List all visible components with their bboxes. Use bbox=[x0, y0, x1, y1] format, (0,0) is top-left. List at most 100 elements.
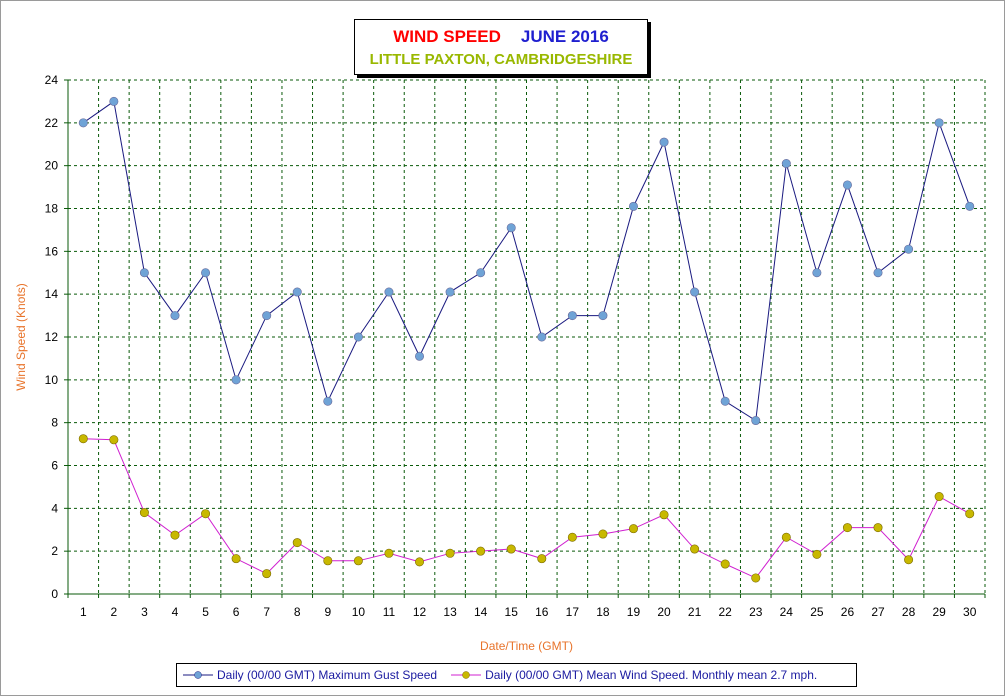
x-tick-label: 26 bbox=[841, 605, 855, 619]
x-tick-label: 5 bbox=[202, 605, 209, 619]
data-point-max-gust bbox=[873, 268, 883, 278]
x-tick-label: 17 bbox=[566, 605, 580, 619]
x-tick-label: 29 bbox=[932, 605, 946, 619]
data-point-max-gust bbox=[690, 287, 700, 297]
data-point-mean-wind bbox=[781, 532, 791, 542]
data-point-mean-wind bbox=[353, 556, 363, 566]
chart-title-line: WIND SPEED JUNE 2016 bbox=[355, 27, 647, 47]
y-tick-label: 22 bbox=[45, 116, 59, 130]
data-point-max-gust bbox=[231, 375, 241, 385]
legend-swatch-max-gust bbox=[183, 671, 213, 679]
data-point-mean-wind bbox=[690, 544, 700, 554]
x-tick-label: 11 bbox=[383, 605, 396, 619]
x-tick-label: 22 bbox=[719, 605, 733, 619]
data-point-max-gust bbox=[78, 118, 88, 128]
data-point-max-gust bbox=[904, 244, 914, 254]
data-point-max-gust bbox=[537, 332, 547, 342]
x-tick-label: 4 bbox=[172, 605, 179, 619]
data-point-mean-wind bbox=[934, 492, 944, 502]
x-tick-label: 6 bbox=[233, 605, 240, 619]
chart-title: WIND SPEED bbox=[393, 27, 501, 46]
x-tick-label: 8 bbox=[294, 605, 301, 619]
y-tick-label: 12 bbox=[45, 330, 59, 344]
x-tick-label: 1 bbox=[80, 605, 87, 619]
data-point-max-gust bbox=[139, 268, 149, 278]
data-point-max-gust bbox=[812, 268, 822, 278]
data-point-mean-wind bbox=[598, 529, 608, 539]
series-line-mean-wind bbox=[83, 438, 970, 579]
data-point-mean-wind bbox=[262, 569, 272, 579]
data-point-max-gust bbox=[170, 311, 180, 321]
data-point-max-gust bbox=[659, 137, 669, 147]
data-point-max-gust bbox=[476, 268, 486, 278]
data-point-mean-wind bbox=[231, 554, 241, 564]
legend-item-mean-wind: Daily (00/00 GMT) Mean Wind Speed. Month… bbox=[445, 668, 817, 682]
data-point-mean-wind bbox=[506, 544, 516, 554]
x-tick-label: 28 bbox=[902, 605, 916, 619]
x-tick-label: 19 bbox=[627, 605, 641, 619]
y-axis-label: Wind Speed (Knots) bbox=[14, 283, 28, 390]
y-tick-label: 24 bbox=[45, 73, 59, 87]
data-point-max-gust bbox=[384, 287, 394, 297]
data-point-max-gust bbox=[262, 311, 272, 321]
chart-title-date: JUNE 2016 bbox=[520, 27, 609, 46]
data-point-max-gust bbox=[567, 311, 577, 321]
data-point-max-gust bbox=[842, 180, 852, 190]
y-tick-label: 2 bbox=[51, 544, 58, 558]
x-tick-label: 15 bbox=[505, 605, 519, 619]
data-point-max-gust bbox=[292, 287, 302, 297]
data-point-mean-wind bbox=[720, 559, 730, 569]
data-point-max-gust bbox=[201, 268, 211, 278]
data-point-mean-wind bbox=[842, 523, 852, 533]
legend-item-max-gust: Daily (00/00 GMT) Maximum Gust Speed bbox=[177, 668, 437, 682]
data-point-mean-wind bbox=[139, 508, 149, 518]
data-point-max-gust bbox=[965, 201, 975, 211]
data-point-mean-wind bbox=[445, 548, 455, 558]
y-tick-label: 4 bbox=[51, 501, 58, 515]
x-tick-label: 7 bbox=[263, 605, 270, 619]
x-tick-label: 3 bbox=[141, 605, 148, 619]
chart-legend: Daily (00/00 GMT) Maximum Gust Speed Dai… bbox=[176, 663, 857, 687]
data-point-max-gust bbox=[353, 332, 363, 342]
series-line-max-gust bbox=[82, 100, 971, 422]
y-tick-label: 10 bbox=[45, 373, 59, 387]
y-tick-label: 6 bbox=[51, 459, 58, 473]
x-tick-label: 30 bbox=[963, 605, 977, 619]
data-point-mean-wind bbox=[904, 555, 914, 565]
chart-title-box: WIND SPEED JUNE 2016 LITTLE PAXTON, CAMBR… bbox=[354, 19, 648, 75]
data-point-mean-wind bbox=[384, 548, 394, 558]
data-point-max-gust bbox=[323, 396, 333, 406]
data-point-mean-wind bbox=[812, 549, 822, 559]
y-tick-label: 18 bbox=[45, 202, 59, 216]
data-point-mean-wind bbox=[109, 435, 119, 445]
x-tick-label: 13 bbox=[443, 605, 457, 619]
y-tick-label: 0 bbox=[51, 587, 58, 601]
data-point-max-gust bbox=[598, 311, 608, 321]
x-tick-label: 2 bbox=[111, 605, 118, 619]
chart-subtitle: LITTLE PAXTON, CAMBRIDGESHIRE bbox=[369, 51, 633, 68]
data-point-mean-wind bbox=[170, 530, 180, 540]
legend-label-max-gust: Daily (00/00 GMT) Maximum Gust Speed bbox=[217, 668, 438, 682]
x-tick-label: 18 bbox=[596, 605, 610, 619]
y-tick-label: 20 bbox=[45, 159, 59, 173]
x-axis-label: Date/Time (GMT) bbox=[480, 639, 573, 653]
data-point-max-gust bbox=[445, 287, 455, 297]
data-point-mean-wind bbox=[873, 523, 883, 533]
data-point-mean-wind bbox=[537, 554, 547, 564]
legend-label-mean-wind: Daily (00/00 GMT) Mean Wind Speed. Month… bbox=[485, 668, 818, 682]
y-tick-label: 14 bbox=[45, 287, 59, 301]
x-tick-label: 16 bbox=[535, 605, 549, 619]
data-point-mean-wind bbox=[567, 532, 577, 542]
x-tick-label: 21 bbox=[688, 605, 702, 619]
x-tick-label: 24 bbox=[780, 605, 794, 619]
legend-swatch-mean-wind bbox=[451, 671, 482, 679]
data-point-mean-wind bbox=[323, 556, 333, 566]
x-tick-label: 10 bbox=[352, 605, 366, 619]
y-tick-label: 16 bbox=[45, 244, 59, 258]
x-tick-label: 12 bbox=[413, 605, 427, 619]
y-tick-label: 8 bbox=[51, 416, 58, 430]
data-point-mean-wind bbox=[201, 509, 211, 519]
data-point-mean-wind bbox=[751, 573, 761, 583]
